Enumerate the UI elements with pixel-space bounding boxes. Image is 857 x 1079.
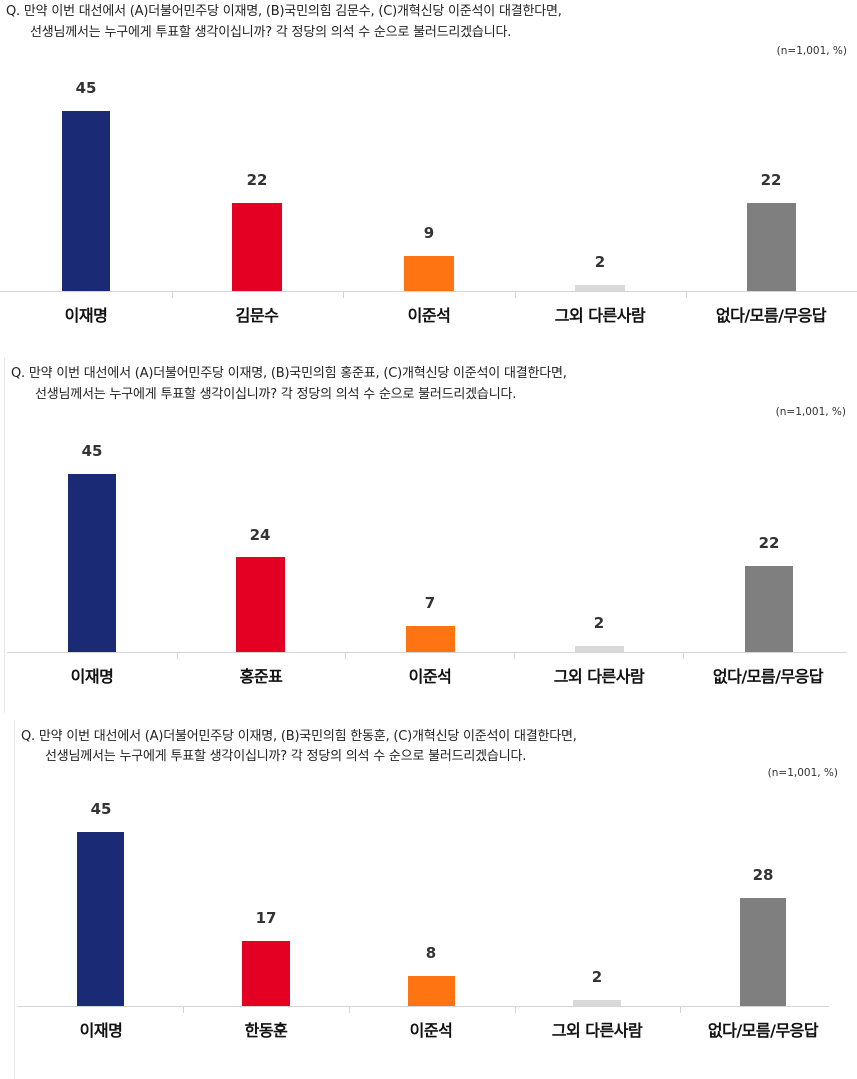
question-line-2: 선생님께서는 누구에게 투표할 생각이십니까? 각 정당의 의석 수 순으로 불… [35,387,517,402]
chart-panel-kim-moonsoo: Q. 만약 이번 대선에서 (A)더불어민주당 이재명, (B)국민의힘 김문수… [0,0,857,345]
value-label: 2 [594,253,606,271]
value-label: 22 [760,171,782,189]
category-label: 홍준표 [239,667,283,686]
category-label: 이준석 [407,306,451,325]
value-label: 2 [591,968,603,986]
category-label: 이재명 [70,667,114,686]
axis-tick [343,292,344,298]
value-label: 9 [423,224,435,242]
value-label: 22 [246,171,268,189]
chart-panel-hong-joonpyo: Q. 만약 이번 대선에서 (A)더불어민주당 이재명, (B)국민의힘 홍준표… [4,358,857,713]
category-label: 이재명 [64,306,108,325]
category-label: 없다/모름/무응답 [707,1021,819,1040]
axis-tick [177,653,178,659]
category-label: 이준석 [409,1021,453,1040]
question-line-2: 선생님께서는 누구에게 투표할 생각이십니까? 각 정당의 의석 수 순으로 불… [30,25,512,40]
axis-tick [515,292,516,298]
bar-none-dk [740,898,786,1006]
bar-others [575,646,624,652]
question-line-2: 선생님께서는 누구에게 투표할 생각이십니까? 각 정당의 의석 수 순으로 불… [45,749,527,764]
bar-others [575,285,625,291]
axis-tick [686,292,687,298]
bar-lee-junseok [406,626,455,652]
question-line-1: Q. 만약 이번 대선에서 (A)더불어민주당 이재명, (B)국민의힘 한동훈… [21,729,577,744]
axis-tick [680,1007,681,1013]
value-label: 45 [81,442,103,460]
bar-lee-jaemyung [77,832,124,1006]
category-label: 없다/모름/무응답 [712,667,824,686]
value-label: 24 [249,526,271,544]
category-label: 김문수 [235,306,279,325]
axis-tick [349,1007,350,1013]
bar-hong-joonpyo [236,557,285,652]
x-axis [7,652,847,653]
bar-none-dk [747,203,796,291]
axis-tick [514,653,515,659]
bar-han-donghoon [242,941,290,1006]
bar-lee-junseok [408,976,455,1006]
sample-note: (n=1,001, %) [775,406,846,418]
axis-tick [345,653,346,659]
chart-panel-han-donghoon: Q. 만약 이번 대선에서 (A)더불어민주당 이재명, (B)국민의힘 한동훈… [14,720,857,1079]
value-label: 28 [752,866,774,884]
axis-tick [172,292,173,298]
bar-lee-jaemyung [62,111,110,291]
bar-lee-junseok [404,256,454,291]
value-label: 45 [90,800,112,818]
category-label: 한동훈 [244,1021,288,1040]
axis-tick [683,653,684,659]
value-label: 7 [424,594,436,612]
axis-tick [515,1007,516,1013]
axis-tick [183,1007,184,1013]
question-line-1: Q. 만약 이번 대선에서 (A)더불어민주당 이재명, (B)국민의힘 홍준표… [11,366,567,381]
value-label: 22 [758,534,780,552]
x-axis [17,1006,829,1007]
category-label: 그외 다른사람 [553,667,645,686]
bar-kim-moonsoo [232,203,282,291]
sample-note: (n=1,001, %) [776,45,847,57]
value-label: 45 [75,79,97,97]
bar-lee-jaemyung [68,474,116,652]
value-label: 2 [593,614,605,632]
value-label: 8 [425,944,437,962]
category-label: 이재명 [79,1021,123,1040]
question-line-1: Q. 만약 이번 대선에서 (A)더불어민주당 이재명, (B)국민의힘 김문수… [6,4,562,19]
category-label: 없다/모름/무응답 [715,306,827,325]
category-label: 그외 다른사람 [551,1021,643,1040]
bar-others [573,1000,621,1006]
x-axis [0,291,857,292]
value-label: 17 [255,909,277,927]
category-label: 그외 다른사람 [554,306,646,325]
category-label: 이준석 [408,667,452,686]
bar-none-dk [745,566,793,652]
sample-note: (n=1,001, %) [767,767,838,779]
